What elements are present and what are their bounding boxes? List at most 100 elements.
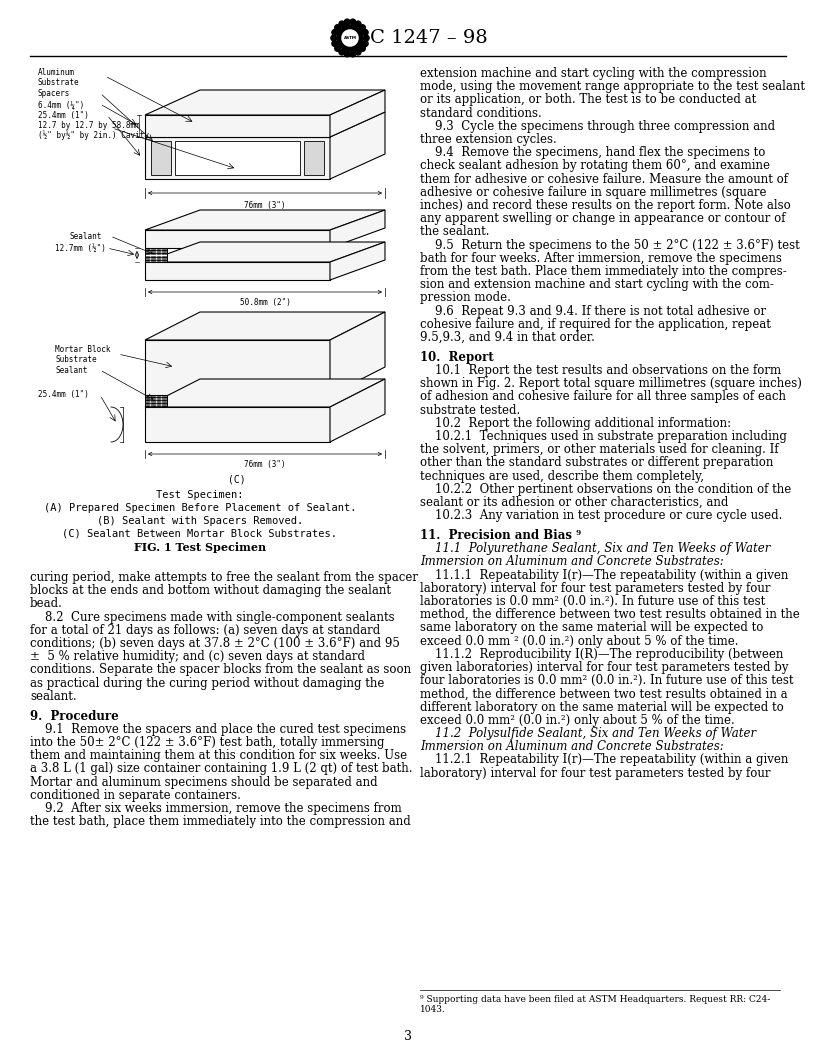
Polygon shape xyxy=(330,112,385,180)
Text: 25.4mm (1"): 25.4mm (1") xyxy=(38,390,89,399)
Text: or its application, or both. The test is to be conducted at: or its application, or both. The test is… xyxy=(420,93,756,107)
Bar xyxy=(145,115,330,137)
Text: given laboratories) interval for four test parameters tested by: given laboratories) interval for four te… xyxy=(420,661,788,674)
Text: 10.2.1  Techniques used in substrate preparation including: 10.2.1 Techniques used in substrate prep… xyxy=(420,430,787,444)
Text: (A): (A) xyxy=(228,215,246,225)
Text: techniques are used, describe them completely,: techniques are used, describe them compl… xyxy=(420,470,704,483)
Polygon shape xyxy=(145,312,385,340)
Bar xyxy=(145,248,167,262)
Text: FIG. 1 Test Specimen: FIG. 1 Test Specimen xyxy=(134,542,266,553)
Text: check sealant adhesion by rotating them 60°, and examine: check sealant adhesion by rotating them … xyxy=(420,159,770,172)
Text: sealant.: sealant. xyxy=(30,690,77,703)
Circle shape xyxy=(360,24,366,31)
Bar xyxy=(175,142,300,175)
Polygon shape xyxy=(145,90,385,115)
Text: substrate tested.: substrate tested. xyxy=(420,403,521,417)
Text: Sealant: Sealant xyxy=(70,232,102,241)
Text: method, the difference between two test results obtained in a: method, the difference between two test … xyxy=(420,687,787,700)
Text: 11.1.2  Reproducibility I(R)—The reproducibility (between: 11.1.2 Reproducibility I(R)—The reproduc… xyxy=(420,647,783,661)
Text: 6.4mm (¼"): 6.4mm (¼") xyxy=(38,100,84,109)
Text: pression mode.: pression mode. xyxy=(420,291,511,304)
Text: 11.2  Polysulfide Sealant, Six and Ten Weeks of Water: 11.2 Polysulfide Sealant, Six and Ten We… xyxy=(420,727,756,740)
Text: 9.2  After six weeks immersion, remove the specimens from: 9.2 After six weeks immersion, remove th… xyxy=(30,802,401,815)
Text: (C) Sealant Between Mortar Block Substrates.: (C) Sealant Between Mortar Block Substra… xyxy=(63,529,338,539)
Text: 11.  Precision and Bias ⁹: 11. Precision and Bias ⁹ xyxy=(420,529,581,542)
Circle shape xyxy=(344,51,350,57)
Text: for a total of 21 days as follows: (a) seven days at standard: for a total of 21 days as follows: (a) s… xyxy=(30,624,380,637)
Text: Mortar Block
Substrate: Mortar Block Substrate xyxy=(55,345,110,364)
Polygon shape xyxy=(145,210,385,230)
Text: 25.4mm (1"): 25.4mm (1") xyxy=(38,111,89,120)
Text: exceed 0.0 mm² (0.0 in.²) only about 5 % of the time.: exceed 0.0 mm² (0.0 in.²) only about 5 %… xyxy=(420,714,734,727)
Text: 11.1.1  Repeatability I(r)—The repeatability (within a given: 11.1.1 Repeatability I(r)—The repeatabil… xyxy=(420,568,788,582)
Text: 9.4  Remove the specimens, hand flex the specimens to: 9.4 Remove the specimens, hand flex the … xyxy=(420,146,765,159)
Text: blocks at the ends and bottom without damaging the sealant: blocks at the ends and bottom without da… xyxy=(30,584,391,598)
Text: 12.7mm (½"): 12.7mm (½") xyxy=(55,244,106,253)
Text: curing period, make attempts to free the sealant from the spacer: curing period, make attempts to free the… xyxy=(30,571,418,584)
Text: Mortar and aluminum specimens should be separated and: Mortar and aluminum specimens should be … xyxy=(30,775,378,789)
Text: laboratory) interval for four test parameters tested by four: laboratory) interval for four test param… xyxy=(420,767,770,779)
Text: Spacers: Spacers xyxy=(38,89,70,98)
Text: Immersion on Aluminum and Concrete Substrates:: Immersion on Aluminum and Concrete Subst… xyxy=(420,740,724,753)
Text: (B): (B) xyxy=(228,312,246,322)
Text: method, the difference between two test results obtained in the: method, the difference between two test … xyxy=(420,608,800,621)
Text: 9.5  Return the specimens to the 50 ± 2°C (122 ± 3.6°F) test: 9.5 Return the specimens to the 50 ± 2°C… xyxy=(420,239,800,251)
Text: sion and extension machine and start cycling with the com-: sion and extension machine and start cyc… xyxy=(420,278,774,291)
Circle shape xyxy=(332,41,338,46)
Polygon shape xyxy=(145,379,385,407)
Circle shape xyxy=(362,41,368,46)
Circle shape xyxy=(360,45,366,52)
Text: Aluminum
Substrate: Aluminum Substrate xyxy=(38,68,80,88)
Text: laboratory) interval for four test parameters tested by four: laboratory) interval for four test param… xyxy=(420,582,770,595)
Circle shape xyxy=(332,30,338,35)
Text: 10.2.3  Any variation in test procedure or cure cycle used.: 10.2.3 Any variation in test procedure o… xyxy=(420,509,783,523)
Text: standard conditions.: standard conditions. xyxy=(420,107,542,119)
Text: ⁹ Supporting data have been filed at ASTM Headquarters. Request RR: C24-
1043.: ⁹ Supporting data have been filed at AST… xyxy=(420,995,770,1015)
Circle shape xyxy=(344,19,350,25)
Text: four laboratories is 0.0 mm² (0.0 in.²). In future use of this test: four laboratories is 0.0 mm² (0.0 in.²).… xyxy=(420,674,793,687)
Text: inches) and record these results on the report form. Note also: inches) and record these results on the … xyxy=(420,199,791,212)
Text: as practical during the curing period without damaging the: as practical during the curing period wi… xyxy=(30,677,384,690)
Text: conditions. Separate the spacer blocks from the sealant as soon: conditions. Separate the spacer blocks f… xyxy=(30,663,411,677)
Circle shape xyxy=(335,45,340,52)
Text: them for adhesive or cohesive failure. Measure the amount of: them for adhesive or cohesive failure. M… xyxy=(420,172,788,186)
Text: a 3.8 L (1 gal) size container containing 1.9 L (2 qt) of test bath.: a 3.8 L (1 gal) size container containin… xyxy=(30,762,413,775)
Text: shown in Fig. 2. Report total square millimetres (square inches): shown in Fig. 2. Report total square mil… xyxy=(420,377,802,391)
Polygon shape xyxy=(145,112,385,137)
Text: ASTM: ASTM xyxy=(344,36,357,40)
Text: 9.3  Cycle the specimens through three compression and: 9.3 Cycle the specimens through three co… xyxy=(420,119,775,133)
Polygon shape xyxy=(330,312,385,395)
Text: different laboratory on the same material will be expected to: different laboratory on the same materia… xyxy=(420,700,783,714)
Text: 11.2.1  Repeatability I(r)—The repeatability (within a given: 11.2.1 Repeatability I(r)—The repeatabil… xyxy=(420,753,788,767)
Circle shape xyxy=(355,50,361,55)
Text: the test bath, place them immediately into the compression and: the test bath, place them immediately in… xyxy=(30,815,410,828)
Circle shape xyxy=(339,50,344,55)
Bar xyxy=(151,142,171,175)
Text: 50.8mm (2"): 50.8mm (2") xyxy=(240,298,290,307)
Polygon shape xyxy=(330,210,385,248)
Text: 76mm (3"): 76mm (3") xyxy=(244,460,286,469)
Polygon shape xyxy=(145,242,385,262)
Text: from the test bath. Place them immediately into the compres-: from the test bath. Place them immediate… xyxy=(420,265,787,278)
Text: 9.5,9.3, and 9.4 in that order.: 9.5,9.3, and 9.4 in that order. xyxy=(420,331,595,344)
Circle shape xyxy=(363,35,369,41)
Text: of adhesion and cohesive failure for all three samples of each: of adhesion and cohesive failure for all… xyxy=(420,391,786,403)
Bar xyxy=(145,230,330,248)
Circle shape xyxy=(362,30,368,35)
Bar xyxy=(145,407,330,442)
Circle shape xyxy=(350,19,356,25)
Text: bead.: bead. xyxy=(30,598,63,610)
Text: 10.1  Report the test results and observations on the form: 10.1 Report the test results and observa… xyxy=(420,364,781,377)
Polygon shape xyxy=(330,242,385,280)
Bar xyxy=(145,137,330,180)
Bar xyxy=(304,142,324,175)
Circle shape xyxy=(342,30,358,46)
Text: bath for four weeks. After immersion, remove the specimens: bath for four weeks. After immersion, re… xyxy=(420,251,782,265)
Text: (½" by½" by 2in.) Cavity: (½" by½" by 2in.) Cavity xyxy=(38,130,149,139)
Circle shape xyxy=(331,35,337,41)
Circle shape xyxy=(355,21,361,26)
Text: the sealant.: the sealant. xyxy=(420,225,490,239)
Text: sealant or its adhesion or other characteristics, and: sealant or its adhesion or other charact… xyxy=(420,496,729,509)
Text: Sealant: Sealant xyxy=(55,366,87,375)
Text: 3: 3 xyxy=(404,1030,412,1043)
